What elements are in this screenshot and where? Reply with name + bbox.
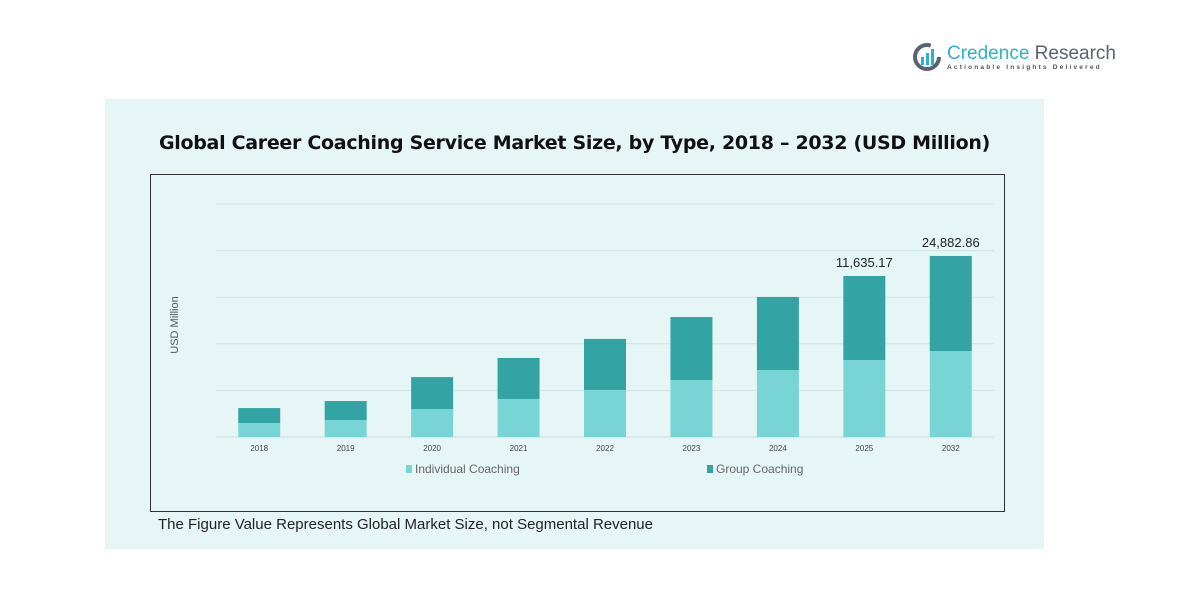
bar-individual-coaching-2025 [843,360,886,437]
bar-individual-coaching-2024 [756,370,799,437]
y-axis-label: USD Million [169,296,181,353]
bar-group-coaching-2020 [411,377,454,410]
logo-chart-icon [913,43,941,71]
legend-label: Individual Coaching [415,462,520,476]
bar-group-coaching-2018 [238,408,281,424]
footnote: The Figure Value Represents Global Marke… [158,516,653,533]
bar-group-coaching-2023 [670,317,713,380]
legend-swatch [707,465,713,473]
bar-individual-coaching-2020 [411,409,454,437]
x-tick-label: 2021 [510,444,528,453]
bar-group-coaching-2019 [324,401,367,420]
bar-individual-coaching-2021 [497,398,540,437]
bar-individual-coaching-2023 [670,379,713,437]
bar-individual-coaching-2032 [929,351,972,437]
x-tick-label: 2018 [250,444,268,453]
bar-individual-coaching-2019 [324,419,367,437]
data-label: 11,635.17 [836,255,893,270]
bar-group-coaching-2032 [929,255,972,352]
x-tick-label: 2023 [683,444,701,453]
logo-brand-part2: Research [1029,42,1116,64]
chart-panel: Global Career Coaching Service Market Si… [105,99,1044,549]
bar-group-coaching-2021 [497,357,540,399]
bar-individual-coaching-2018 [238,423,281,437]
legend-label: Group Coaching [716,462,803,476]
data-label: 24,882.86 [922,235,980,250]
x-tick-label: 2020 [423,444,441,453]
bar-group-coaching-2025 [843,276,886,361]
x-tick-label: 2022 [596,444,614,453]
x-tick-label: 2019 [337,444,355,453]
bar-individual-coaching-2022 [584,389,626,437]
chart-frame: USD Million 2018 2019 2020 2021 2022 2023 2024 2… [150,174,1005,512]
x-tick-label: 2024 [769,444,787,453]
x-tick-label: 2025 [855,444,873,453]
logo-brand-part1: Credence [947,42,1030,64]
stacked-bar-chart: USD Million 2018 2019 2020 2021 2022 2023 2024 2… [169,203,994,476]
legend-swatch [406,465,412,473]
chart-title: Global Career Coaching Service Market Si… [159,132,990,154]
logo-tagline: Actionable Insights Delivered [947,63,1102,71]
credence-research-logo: Credence Research Actionable Insights De… [912,42,1116,72]
bar-group-coaching-2024 [756,296,799,371]
bar-group-coaching-2022 [584,338,626,390]
x-tick-label: 2032 [942,444,960,453]
